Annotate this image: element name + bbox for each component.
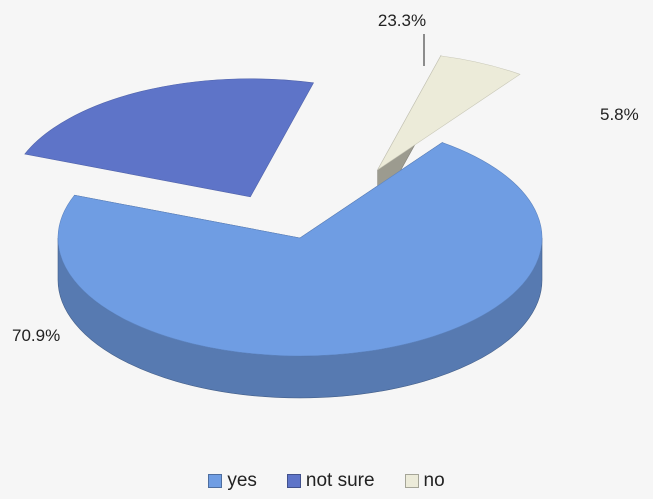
- chart-legend: yes not sure no: [0, 470, 653, 492]
- pie-slice-no: [377, 55, 521, 171]
- legend-swatch-not-sure: [286, 474, 301, 488]
- legend-swatch-yes: [208, 474, 223, 488]
- legend-item-yes: yes: [208, 470, 257, 492]
- legend-label-yes: yes: [227, 470, 257, 491]
- slices-layer: [24, 54, 543, 399]
- pie-slice-not-sure: [24, 78, 314, 198]
- labels-layer: 70.9% 23.3% 5.8%: [12, 11, 639, 345]
- legend-item-no: no: [404, 470, 445, 492]
- data-label-no: 5.8%: [600, 105, 639, 124]
- legend-label-not-sure: not sure: [305, 470, 375, 491]
- data-label-not-sure: 23.3%: [378, 11, 426, 30]
- legend-swatch-no: [404, 474, 419, 488]
- legend-label-no: no: [423, 470, 445, 491]
- pie-slice-yes: [57, 142, 543, 357]
- data-label-yes: 70.9%: [12, 326, 60, 345]
- legend-item-not-sure: not sure: [286, 470, 375, 492]
